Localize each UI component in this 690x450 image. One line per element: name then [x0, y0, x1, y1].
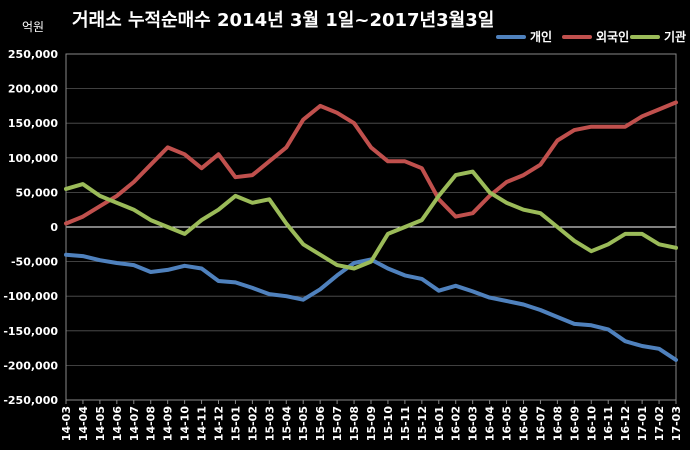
x-tick-label: 16-03 [467, 406, 480, 441]
x-tick-label: 14-10 [179, 406, 192, 442]
legend-label-gaein: 개인 [530, 30, 553, 44]
x-tick-label: 15-08 [348, 406, 361, 441]
x-tick-label: 16-06 [518, 406, 531, 442]
x-tick-label: 14-12 [213, 406, 226, 441]
x-tick-label: 16-07 [534, 406, 547, 441]
y-tick-label: 100,000 [8, 152, 58, 165]
x-tick-label: 16-01 [433, 406, 446, 441]
x-tick-label: 17-01 [636, 406, 649, 441]
y-tick-label: 0 [50, 221, 58, 234]
x-tick-label: 16-09 [568, 406, 581, 441]
legend-label-foreign: 외국인 [596, 30, 630, 44]
x-tick-label: 17-03 [670, 406, 683, 441]
y-tick-label: -200,000 [3, 359, 58, 372]
y-tick-label: -50,000 [11, 256, 58, 269]
y-tick-label: 150,000 [8, 117, 58, 130]
x-tick-label: 17-02 [653, 406, 666, 441]
x-tick-label: 16-05 [501, 406, 514, 441]
y-tick-label: -150,000 [3, 325, 58, 338]
y-tick-label: 250,000 [8, 48, 58, 61]
y-unit-label: 억원 [22, 20, 45, 34]
x-tick-label: 14-07 [128, 406, 141, 441]
y-tick-label: 200,000 [8, 83, 58, 96]
x-tick-label: 15-05 [297, 406, 310, 441]
x-tick-label: 15-02 [246, 406, 259, 441]
x-tick-label: 14-05 [94, 406, 107, 441]
x-tick-label: 15-06 [314, 406, 327, 442]
series-line-2 [64, 169, 678, 271]
chart-title: 거래소 누적순매수 2014년 3월 1일~2017년3월3일 [72, 10, 495, 31]
legend-swatch-institution [630, 34, 660, 39]
x-tick-label: 15-04 [280, 406, 293, 442]
legend-swatch-gaein [496, 34, 526, 39]
x-tick-label: 14-09 [162, 406, 175, 441]
x-tick-label: 14-03 [60, 406, 73, 441]
series-line-1 [64, 100, 678, 226]
x-tick-label: 16-04 [484, 406, 497, 442]
x-tick-label: 16-10 [585, 406, 598, 442]
x-tick-label: 16-11 [602, 406, 615, 441]
x-tick-label: 15-12 [416, 406, 429, 441]
legend-item-foreign: 외국인 [562, 28, 629, 45]
x-tick-label: 15-01 [229, 406, 242, 441]
x-tick-label: 14-11 [196, 406, 209, 441]
y-tick-label: 50,000 [16, 186, 59, 199]
legend-label-institution: 기관 [664, 30, 687, 44]
x-tick-label: 14-08 [145, 406, 158, 441]
y-tick-label: -250,000 [3, 394, 58, 407]
x-tick-label: 15-09 [365, 406, 378, 441]
x-tick-label: 16-02 [450, 406, 463, 441]
series-line-0 [64, 252, 678, 362]
legend-item-gaein: 개인 [496, 28, 552, 45]
y-tick-label: -100,000 [3, 290, 58, 303]
x-tick-label: 15-10 [382, 406, 395, 442]
x-tick-label: 16-12 [619, 406, 632, 441]
x-tick-label: 14-06 [111, 406, 124, 442]
x-tick-label: 14-04 [77, 406, 90, 442]
legend-swatch-foreign [562, 34, 592, 39]
x-tick-label: 15-07 [331, 406, 344, 441]
x-tick-label: 16-08 [551, 406, 564, 441]
legend-item-institution: 기관 [630, 28, 686, 45]
x-tick-label: 15-03 [263, 406, 276, 441]
x-tick-label: 15-11 [399, 406, 412, 441]
